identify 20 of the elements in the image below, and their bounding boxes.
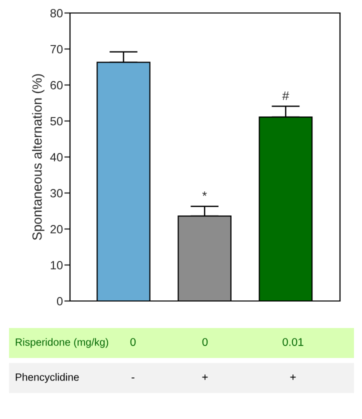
data-label: # — [282, 91, 290, 100]
text: 0.01 — [282, 338, 304, 346]
y-tick-label: 80 — [50, 9, 63, 18]
text: Risperidone (mg/kg) — [16, 338, 108, 348]
y-tick-label: 50 — [50, 117, 63, 126]
y-tick-label: 0 — [56, 297, 63, 306]
text: - — [132, 377, 134, 378]
y-tick-label: 60 — [50, 81, 63, 90]
data-label: * — [202, 192, 207, 196]
text: 0 — [130, 338, 136, 346]
text: Phencyclidine — [16, 373, 79, 383]
y-tick-label: 30 — [50, 189, 63, 198]
text: + — [290, 374, 296, 380]
y-tick-label: 10 — [50, 261, 63, 270]
text: + — [202, 374, 208, 380]
y-tick-label: 20 — [50, 225, 63, 234]
y-axis-title: Spontaneous alternation (%) — [32, 74, 44, 240]
text: 0 — [202, 338, 208, 346]
y-tick-label: 70 — [50, 45, 63, 54]
y-tick-label: 40 — [50, 153, 63, 162]
